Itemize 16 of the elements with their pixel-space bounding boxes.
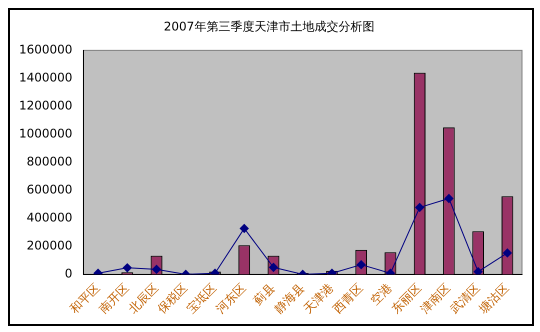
y-tick-label: 0 — [64, 266, 72, 280]
y-tick-label: 1000000 — [18, 126, 72, 141]
y-tick-label: 1200000 — [18, 98, 72, 113]
point — [444, 194, 454, 203]
point — [122, 263, 132, 272]
point — [415, 202, 424, 212]
y-tick-label: 1600000 — [18, 42, 72, 57]
point — [240, 224, 249, 233]
y-tick-label: 600000 — [26, 182, 72, 196]
point — [502, 248, 512, 258]
point — [474, 267, 483, 274]
y-tick-label: 800000 — [26, 154, 72, 169]
y-tick-label: 400000 — [26, 210, 72, 224]
y-tick-label: 200000 — [26, 238, 72, 252]
chart-title: 2007年第三季度天津市土地成交分析图 — [164, 19, 374, 34]
y-tick-label: 1400000 — [18, 70, 72, 85]
